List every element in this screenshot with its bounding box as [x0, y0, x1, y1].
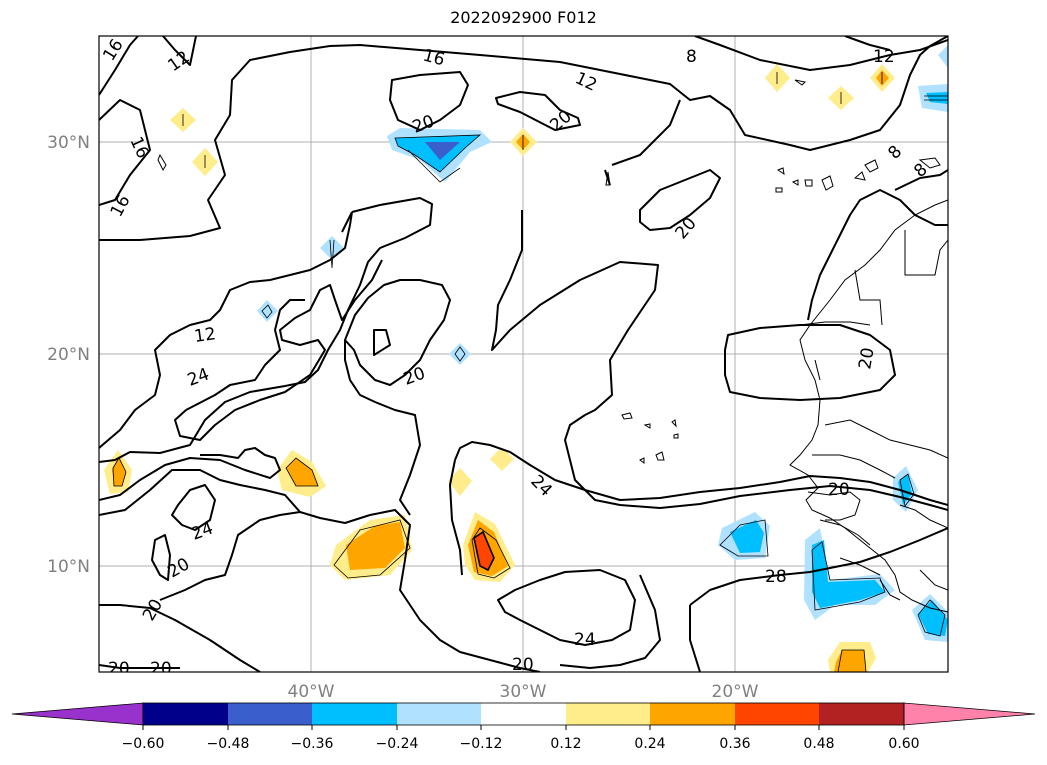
colorbar-segment	[228, 703, 312, 725]
colorbar-extend-high	[903, 702, 1036, 726]
colorbar-segment	[397, 703, 481, 725]
lon-tick-label: 40°W	[288, 682, 335, 702]
lat-tick-label: 30°N	[47, 133, 90, 153]
colorbar-segment	[819, 703, 904, 725]
contour-label: 20	[150, 659, 172, 679]
colorbar-tick-label: 0.12	[550, 736, 581, 752]
map-title: 2022092900 F012	[450, 8, 597, 27]
colorbar-tick-label: −0.12	[460, 736, 503, 752]
colorbar-tick-label: −0.36	[291, 736, 334, 752]
contour-label: 20	[512, 655, 534, 675]
colorbar-tick-label: −0.60	[122, 736, 165, 752]
contour-label: 28	[765, 567, 787, 587]
colorbar-segment	[143, 703, 228, 725]
contour-label: 20	[108, 659, 130, 679]
contour-label: 12	[193, 324, 217, 347]
colorbar-tick-label: −0.48	[207, 736, 250, 752]
contour-lines	[99, 36, 948, 672]
gridlines	[99, 36, 948, 672]
lat-tick-labels: 30°N 20°N 10°N	[47, 133, 90, 577]
colorbar-tick-label: −0.24	[376, 736, 419, 752]
coastlines	[157, 79, 948, 613]
plot-frame	[98, 35, 949, 673]
contour-label: 12	[873, 47, 895, 67]
colorbar-segment	[312, 703, 397, 725]
colorbar-segment	[566, 703, 650, 725]
colorbar-tick-label: 0.48	[803, 736, 834, 752]
contour-label: 8	[686, 47, 697, 67]
contour-label: 20	[828, 480, 850, 500]
colorbar-tick-label: 0.36	[719, 736, 750, 752]
lon-tick-label: 30°W	[500, 682, 547, 702]
colorbar-tick-label: 0.24	[634, 736, 665, 752]
lat-tick-label: 10°N	[47, 557, 90, 577]
colorbar-segment	[650, 703, 735, 725]
colorbar-tick-label: 0.60	[888, 736, 919, 752]
contour-label: 24	[574, 630, 596, 650]
lat-tick-label: 20°N	[47, 345, 90, 365]
colorbar-segment	[481, 703, 566, 725]
colorbar: −0.60 −0.48 −0.36 −0.24 −0.12 0.12 0.24 …	[11, 702, 1036, 752]
colorbar-segment	[735, 703, 819, 725]
lon-tick-label: 20°W	[712, 682, 759, 702]
colorbar-extend-low	[11, 702, 144, 726]
lon-tick-labels: 40°W 30°W 20°W	[288, 682, 759, 702]
contour-label: 20	[855, 346, 878, 371]
